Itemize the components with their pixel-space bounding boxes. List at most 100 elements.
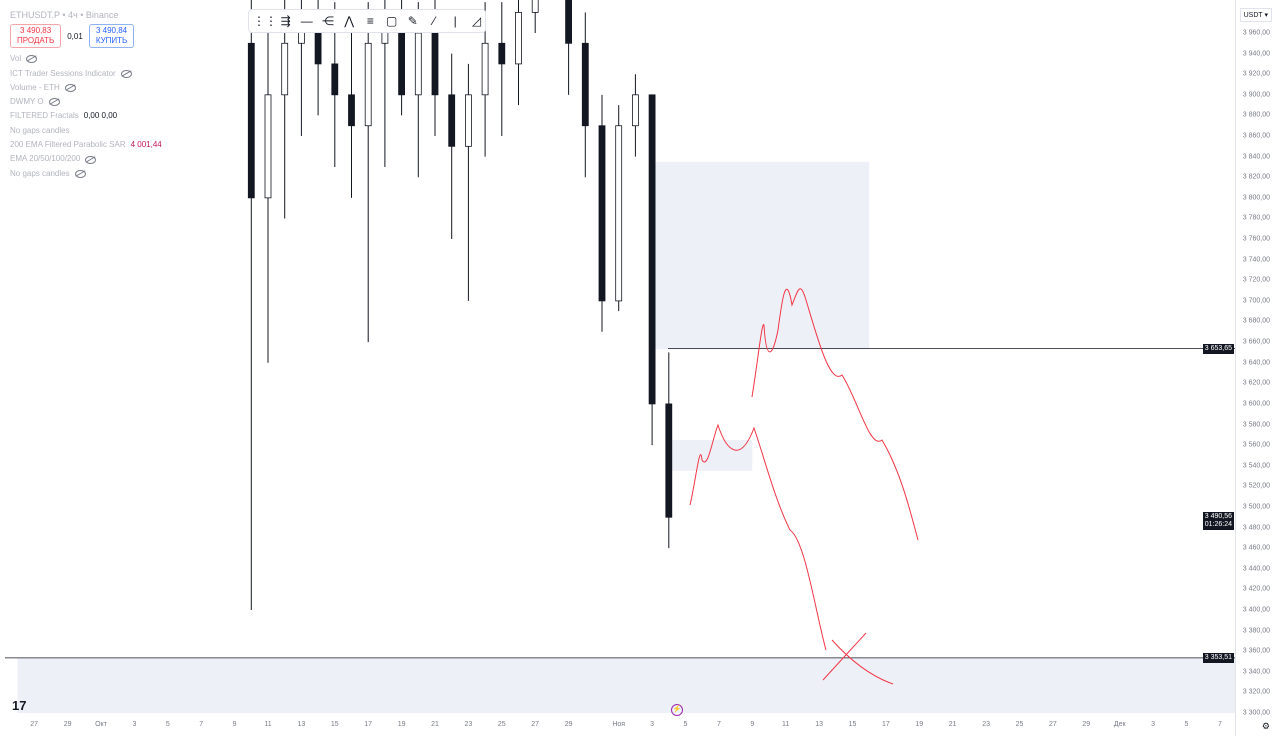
horizontal-ray-icon[interactable]: — [300, 14, 313, 28]
sell-price: 3 490,83 [20, 26, 52, 36]
date-tick: Ноя [612, 721, 626, 728]
date-tick: 27 [531, 721, 540, 728]
indicator-row[interactable]: DWMY O [10, 95, 162, 109]
parallel-channel-icon[interactable]: ⋲ [322, 14, 334, 28]
date-tick: 25 [497, 721, 506, 728]
tradingview-logo[interactable]: 17 [12, 698, 27, 713]
date-tick: 19 [397, 721, 406, 728]
price-tick: 3 320,00 [1242, 688, 1270, 696]
date-tick: 7 [716, 721, 721, 728]
price-tick: 3 720,00 [1242, 276, 1270, 284]
candle-body [364, 42, 372, 127]
indicator-row[interactable]: ICT Trader Sessions Indicator [10, 67, 162, 81]
date-tick: 15 [848, 721, 857, 728]
indicator-name: DWMY O [10, 97, 44, 107]
candle-body [581, 42, 589, 127]
vertical-line-icon[interactable]: | [453, 14, 457, 28]
date-tick: 5 [1184, 721, 1189, 728]
brush-icon[interactable]: ✎ [407, 14, 418, 28]
indicator-name: 200 EMA Filtered Parabolic SAR [10, 140, 126, 150]
drag-handle-icon[interactable]: ⋮⋮ [253, 14, 277, 28]
candle-body [515, 11, 522, 65]
date-tick: 7 [1217, 721, 1222, 728]
indicator-name: Vol [10, 54, 22, 64]
candle-body [531, 0, 539, 13]
eye-hidden-icon[interactable] [26, 55, 38, 64]
candle-body [498, 42, 506, 65]
price-tick: 3 400,00 [1242, 606, 1270, 614]
price-tick: 3 700,00 [1242, 297, 1270, 305]
price-tick: 3 940,00 [1242, 50, 1270, 58]
price-tick: 3 420,00 [1242, 585, 1270, 593]
trend-line-icon[interactable]: ⁄ [433, 14, 436, 28]
price-tick: 3 820,00 [1242, 173, 1270, 181]
indicator-name: ICT Trader Sessions Indicator [10, 68, 116, 78]
symbol-title[interactable]: ETHUSDT.P • 4ч • Binance [10, 10, 119, 20]
rectangle-icon[interactable]: ▢ [385, 14, 398, 28]
candle-body [414, 32, 422, 96]
level-price-tag: 3 653,65 [1202, 343, 1234, 354]
indicator-name: FILTERED Fractals [10, 111, 79, 121]
candle-body [264, 94, 272, 199]
eye-hidden-icon[interactable] [64, 84, 76, 93]
freehand-drawing [689, 423, 827, 651]
event-flash-icon[interactable]: ⚡ [671, 704, 683, 716]
candle-body [331, 63, 339, 96]
candle-body [448, 94, 456, 147]
freehand-drawing [822, 632, 867, 681]
price-tick: 3 780,00 [1242, 214, 1270, 222]
indicator-row[interactable]: No gaps candles [10, 167, 162, 181]
price-tick: 3 760,00 [1242, 235, 1270, 243]
currency-selector[interactable]: USDT ▾ [1239, 8, 1272, 22]
date-tick: 21 [948, 721, 957, 728]
date-tick: 27 [30, 721, 39, 728]
date-tick: 5 [165, 721, 170, 728]
price-tick: 3 800,00 [1242, 194, 1270, 202]
buy-button[interactable]: 3 490,84 КУПИТЬ [88, 24, 135, 49]
indicator-row[interactable]: 200 EMA Filtered Parabolic SAR 4 001,44 [10, 138, 162, 152]
price-tick: 3 380,00 [1242, 627, 1270, 635]
buy-label: КУПИТЬ [95, 36, 128, 46]
price-chart[interactable] [0, 0, 1236, 716]
indicator-value: 4 001,44 [130, 140, 162, 150]
candle-body [348, 94, 355, 127]
eye-hidden-icon[interactable] [85, 155, 97, 164]
date-tick: 25 [1015, 721, 1024, 728]
date-tick: 15 [330, 721, 339, 728]
measure-icon[interactable]: ◿ [471, 14, 482, 28]
date-tick: 23 [982, 721, 990, 728]
eye-hidden-icon[interactable] [120, 69, 132, 78]
date-tick: 29 [63, 721, 72, 728]
date-tick: Дек [1113, 721, 1126, 728]
date-tick: 11 [782, 721, 790, 728]
settings-icon[interactable]: ⚙ [1261, 721, 1270, 731]
price-tick: 3 860,00 [1242, 132, 1270, 140]
chart-legend: ETHUSDT.P • 4ч • Binance 3 490,83 ПРОДАТЬ… [10, 8, 162, 181]
indicator-row[interactable]: Vol [10, 52, 162, 66]
price-axis[interactable]: USDT ▾ 3 960,00 3 940,00 3 920,00 3 900,00 3… [1202, 0, 1280, 736]
eye-hidden-icon[interactable] [48, 98, 60, 107]
date-tick: 17 [364, 721, 373, 728]
date-tick: 5 [683, 721, 688, 728]
indicator-name: Volume - ETH [10, 82, 60, 92]
price-tick: 3 680,00 [1242, 317, 1270, 325]
multi-line-icon[interactable]: ⇶ [280, 14, 291, 28]
price-tick: 3 740,00 [1242, 256, 1270, 264]
indicator-row[interactable]: Volume - ETH [10, 81, 162, 95]
indicator-row[interactable]: No gaps candles [10, 124, 162, 138]
price-tick: 3 960,00 [1242, 29, 1270, 37]
buy-price: 3 490,84 [95, 26, 128, 36]
indicator-name: No gaps candles [10, 168, 70, 178]
candle-body [615, 125, 623, 302]
candle-body [665, 403, 673, 518]
eye-hidden-icon[interactable] [74, 169, 86, 178]
fib-icon[interactable]: ≡ [366, 14, 374, 28]
sell-button[interactable]: 3 490,83 ПРОДАТЬ [10, 24, 62, 49]
indicator-row[interactable]: FILTERED Fractals 0,00 0,00 [10, 109, 162, 123]
price-tick: 3 460,00 [1242, 544, 1270, 552]
date-tick: 23 [464, 721, 473, 728]
freehand-drawing [751, 288, 919, 541]
pattern-icon[interactable]: ⋀ [344, 14, 355, 28]
indicator-row[interactable]: EMA 20/50/100/200 [10, 152, 162, 166]
zone-rectangle [668, 439, 753, 471]
